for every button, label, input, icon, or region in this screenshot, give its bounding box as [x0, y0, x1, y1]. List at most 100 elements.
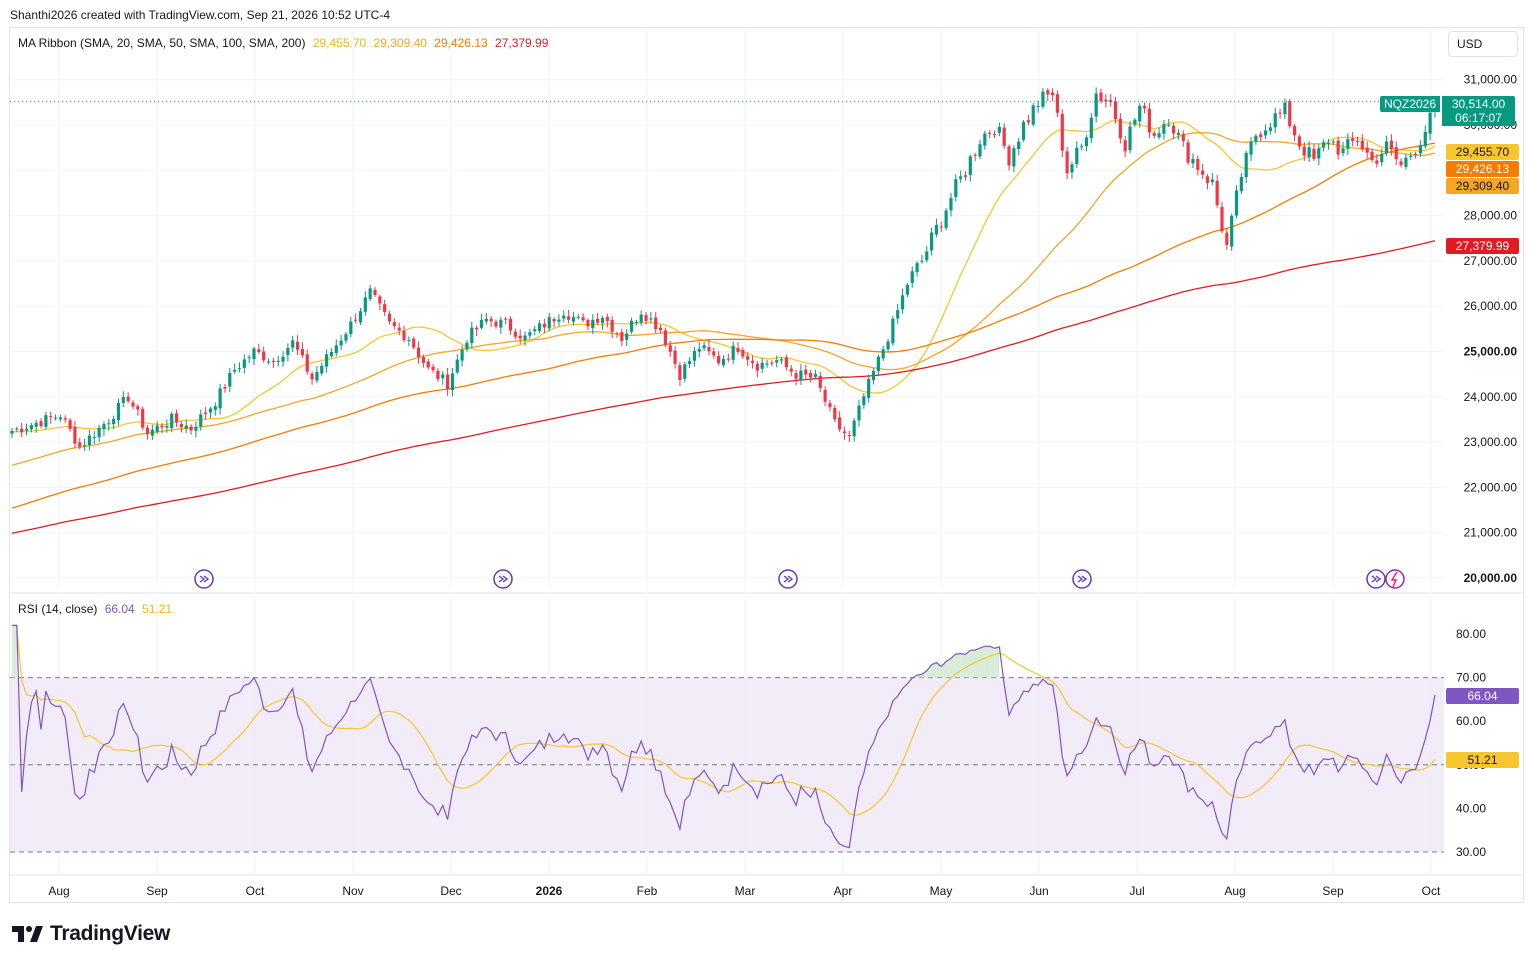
candle-down: [1389, 140, 1393, 150]
candle-up: [116, 402, 121, 421]
candle-down: [1065, 151, 1069, 174]
candle-up: [15, 428, 19, 430]
candle-down: [383, 304, 387, 313]
candle-down: [1152, 132, 1156, 136]
candle-down: [78, 442, 82, 447]
time-axis-label: 2026: [536, 884, 563, 898]
candle-down: [847, 435, 851, 437]
rsi-overbought-fill: [980, 646, 985, 678]
candle-down: [392, 322, 396, 327]
rsi-ma-price-tag: 51.21: [1446, 752, 1519, 768]
candle-up: [363, 297, 367, 312]
candle-up: [760, 362, 764, 369]
candle-up: [479, 319, 484, 328]
candle-down: [518, 335, 522, 339]
candle-up: [150, 429, 154, 436]
candle-up: [949, 198, 953, 211]
time-axis-label: Mar: [735, 884, 756, 898]
candle-down: [446, 374, 450, 390]
candle-up: [915, 263, 919, 273]
arrow-icon: [1371, 575, 1382, 583]
rsi-overbought-fill: [931, 662, 937, 678]
candle-down: [421, 357, 425, 363]
candle-down: [1365, 147, 1369, 153]
rsi-axis-label: 40.00: [1456, 801, 1486, 815]
candle-down: [305, 354, 309, 372]
sma50-price-tag: 29,309.40: [1446, 178, 1519, 194]
candle-down: [755, 363, 759, 371]
price-axis-label: 22,000.00: [1464, 480, 1518, 494]
candle-up: [1268, 127, 1272, 131]
candle-down: [746, 356, 750, 360]
candle-up: [233, 369, 237, 372]
candle-down: [1288, 100, 1292, 127]
candle-down: [1172, 125, 1176, 134]
candle-down: [1118, 118, 1122, 139]
candle-down: [833, 407, 837, 420]
candle-down: [262, 351, 266, 361]
chart-attribution: Shanthi2026 created with TradingView.com…: [10, 8, 391, 22]
candle-down: [508, 318, 513, 331]
candle-up: [775, 360, 779, 363]
candle-down: [373, 289, 377, 296]
candle-up: [533, 329, 537, 332]
candle-down: [1360, 140, 1364, 150]
candle-up: [465, 342, 469, 350]
arrow-icon: [1077, 575, 1088, 583]
candle-down: [842, 431, 847, 434]
rsi-value: 66.04: [104, 602, 135, 616]
currency-button[interactable]: USD: [1448, 31, 1518, 57]
candle-down: [131, 402, 135, 407]
candle-up: [58, 417, 62, 420]
candle-up: [1317, 148, 1321, 159]
candle-up: [997, 126, 1001, 133]
candle-up: [1021, 122, 1026, 140]
candle-up: [291, 340, 295, 348]
candle-up: [954, 179, 958, 198]
candle-up: [165, 426, 169, 428]
candle-up: [799, 370, 803, 381]
candle-up: [276, 360, 280, 362]
candle-down: [436, 370, 440, 380]
candle-down: [397, 327, 401, 331]
sma200-line: [11, 240, 1436, 534]
candle-down: [1312, 148, 1316, 159]
candle-up: [1041, 91, 1045, 107]
candle-down: [1399, 161, 1403, 166]
candle-up: [242, 359, 246, 368]
candle-down: [1099, 92, 1103, 102]
candle-up: [905, 284, 909, 295]
candle-down: [678, 365, 682, 380]
candle-down: [1113, 101, 1118, 120]
candle-up: [625, 333, 629, 340]
candle-up: [344, 334, 348, 341]
sma100-value: 29,426.13: [434, 36, 488, 50]
candle-up: [1017, 141, 1021, 150]
candle-down: [1302, 146, 1306, 156]
candle-down: [271, 361, 275, 363]
candle-down: [174, 413, 179, 423]
candle-down: [939, 226, 943, 228]
rsi-overbought-fill: [994, 646, 1000, 678]
candle-down: [838, 417, 842, 430]
candle-down: [823, 389, 827, 402]
time-axis-label: Apr: [834, 884, 853, 898]
candle-up: [1341, 148, 1345, 154]
candle-down: [1414, 153, 1418, 156]
candle-up: [867, 378, 871, 398]
candle-up: [1409, 155, 1413, 158]
candle-up: [1191, 159, 1195, 164]
rsi-overbought-fill: [12, 625, 17, 678]
candle-down: [300, 349, 304, 356]
candle-down: [402, 330, 406, 341]
candle-down: [1007, 146, 1011, 166]
candle-down: [596, 318, 600, 323]
candle-up: [528, 332, 532, 336]
candle-up: [1230, 215, 1234, 247]
candle-down: [1201, 170, 1205, 175]
sma100-price-tag: 29,426.13: [1446, 161, 1519, 177]
tradingview-logo[interactable]: TradingView: [12, 922, 170, 946]
candle-up: [407, 339, 411, 341]
arrow-icon: [783, 575, 794, 583]
